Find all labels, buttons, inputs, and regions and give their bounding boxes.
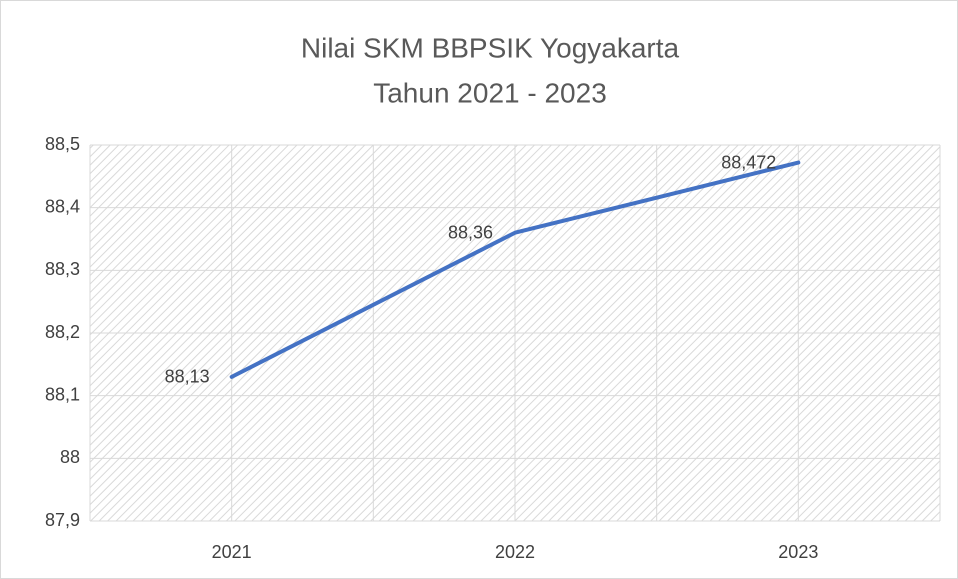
chart-subtitle: Tahun 2021 - 2023 <box>373 77 607 108</box>
x-tick-label: 2022 <box>495 542 535 562</box>
x-tick-label: 2023 <box>778 542 818 562</box>
y-tick-label: 88,3 <box>45 259 80 279</box>
data-label: 88,472 <box>721 152 776 172</box>
y-tick-label: 88,1 <box>45 384 80 404</box>
y-tick-label: 88,4 <box>45 196 80 216</box>
x-tick-label: 2021 <box>212 542 252 562</box>
y-tick-label: 87,9 <box>45 510 80 530</box>
data-line <box>229 160 801 379</box>
data-label: 88,36 <box>448 222 493 242</box>
data-label: 88,13 <box>165 367 210 387</box>
y-tick-label: 88,5 <box>45 134 80 154</box>
chart-title: Nilai SKM BBPSIK Yogyakarta <box>301 32 680 63</box>
y-tick-label: 88 <box>60 447 80 467</box>
y-tick-label: 88,2 <box>45 322 80 342</box>
